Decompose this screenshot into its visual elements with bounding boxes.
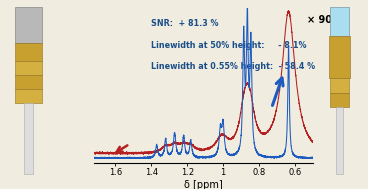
- Bar: [329, 36, 350, 78]
- Text: Linewidth at 50% height:     - 8.1%: Linewidth at 50% height: - 8.1%: [151, 41, 307, 50]
- Bar: [330, 7, 350, 36]
- Bar: [336, 107, 343, 174]
- Bar: [330, 93, 350, 107]
- Bar: [24, 103, 33, 174]
- Bar: [15, 89, 42, 103]
- X-axis label: δ [ppm]: δ [ppm]: [184, 180, 223, 189]
- Bar: [15, 75, 42, 89]
- Bar: [15, 61, 42, 75]
- Bar: [15, 7, 42, 43]
- Bar: [15, 43, 42, 61]
- Text: × 90: × 90: [307, 15, 332, 25]
- Text: SNR:  + 81.3 %: SNR: + 81.3 %: [151, 19, 219, 28]
- Bar: [330, 78, 350, 93]
- Text: Linewidth at 0.55% height:  - 58.4 %: Linewidth at 0.55% height: - 58.4 %: [151, 62, 315, 71]
